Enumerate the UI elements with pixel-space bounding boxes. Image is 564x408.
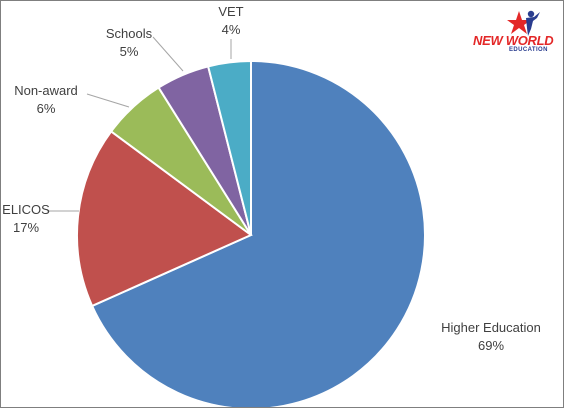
- pie-slice-elicos: [76, 130, 253, 308]
- slice-value-higher-education: 69%: [478, 338, 504, 353]
- leader-line-schools: [152, 36, 184, 72]
- slice-label-vet: VET: [218, 4, 243, 19]
- slice-value-vet: 4%: [222, 22, 241, 37]
- slice-label-higher-education: Higher Education: [441, 320, 541, 335]
- slice-value-schools: 5%: [120, 44, 139, 59]
- slice-label-schools: Schools: [106, 26, 153, 41]
- star-person-logo-icon: [507, 10, 540, 36]
- slice-label-non-award: Non-award: [14, 83, 78, 98]
- leader-line-non-award: [86, 93, 130, 108]
- logo-subtext: EDUCATION: [509, 47, 548, 53]
- pie-slice-higher-education: [90, 59, 426, 407]
- slice-label-elicos: ELICOS: [2, 202, 50, 217]
- slice-value-non-award: 6%: [37, 101, 56, 116]
- slice-value-elicos: 17%: [13, 220, 39, 235]
- new-world-education-logo: NEW WORLD EDUCATION: [473, 9, 559, 57]
- pie-slice-vet: [206, 59, 252, 236]
- logo-text: NEW WORLD: [473, 33, 554, 48]
